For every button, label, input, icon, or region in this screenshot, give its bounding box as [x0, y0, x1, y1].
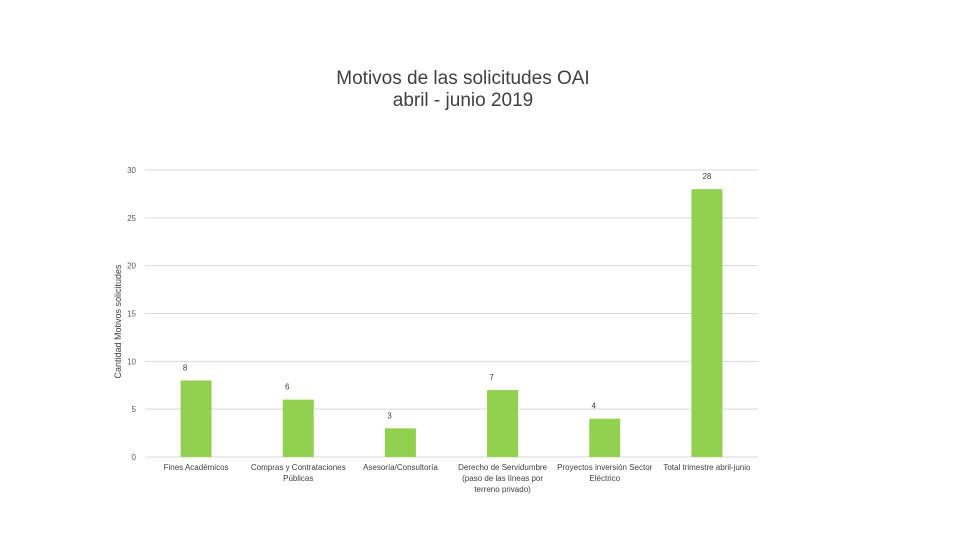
x-category-label: Proyectos inversión Sector Eléctrico [557, 463, 652, 483]
x-category-line: Eléctrico [589, 474, 620, 483]
data-label: 28 [702, 172, 711, 181]
bar [589, 418, 621, 457]
data-label: 7 [489, 373, 494, 382]
bar [691, 189, 723, 457]
data-label: 4 [592, 402, 597, 411]
chart-title: Motivos de las solicitudes OAI [336, 68, 590, 89]
x-category-label: Fines Académicos [164, 463, 229, 472]
x-category-line: (paso de las líneas por [462, 474, 543, 483]
data-label: 8 [183, 363, 188, 372]
y-tick-label: 0 [132, 453, 137, 462]
chart-subtitle: abril - junio 2019 [392, 90, 534, 111]
x-category-line: Derecho de Servidumbre [458, 463, 547, 472]
x-category-line: Compras y Contrataciones [251, 463, 346, 472]
x-category-line: Proyectos inversión Sector [557, 463, 652, 472]
y-tick-label: 25 [127, 214, 136, 223]
chart-title-block: Motivos de las solicitudes OAI abril - j… [0, 68, 926, 112]
x-category-line: Total trimestre abril-junio [663, 463, 751, 472]
x-category-label: Derecho de Servidumbre (paso de las línea… [458, 463, 547, 494]
bars [180, 189, 723, 457]
x-category-line: Públicas [283, 474, 313, 483]
y-tick-label: 15 [127, 310, 136, 319]
y-tick-label: 30 [127, 166, 136, 175]
x-category-label: Total trimestre abril-junio [663, 463, 751, 472]
y-tick-label: 20 [127, 262, 136, 271]
x-category-line: terreno privado) [474, 485, 531, 494]
data-labels: 8 6 3 7 4 28 [183, 172, 712, 420]
x-category-label: Compras y Contrataciones Públicas [251, 463, 346, 483]
x-axis-categories: Fines Académicos Compras y Contrataciones… [164, 463, 751, 494]
bar [282, 399, 314, 457]
bar [487, 390, 519, 457]
x-category-line: Asesoría/Consultoría [363, 463, 438, 472]
y-tick-label: 5 [132, 405, 137, 414]
gridlines [145, 169, 758, 458]
x-category-label: Asesoría/Consultoría [363, 463, 438, 472]
y-axis-label: Cantidad Motivos solicitudes [113, 264, 123, 379]
data-label: 6 [285, 383, 290, 392]
data-label: 3 [387, 411, 392, 420]
y-tick-label: 10 [127, 357, 136, 366]
y-axis-ticks: 0 5 10 15 20 25 30 [127, 166, 136, 462]
x-category-line: Fines Académicos [164, 463, 229, 472]
bar [384, 428, 416, 457]
bar [180, 380, 212, 457]
